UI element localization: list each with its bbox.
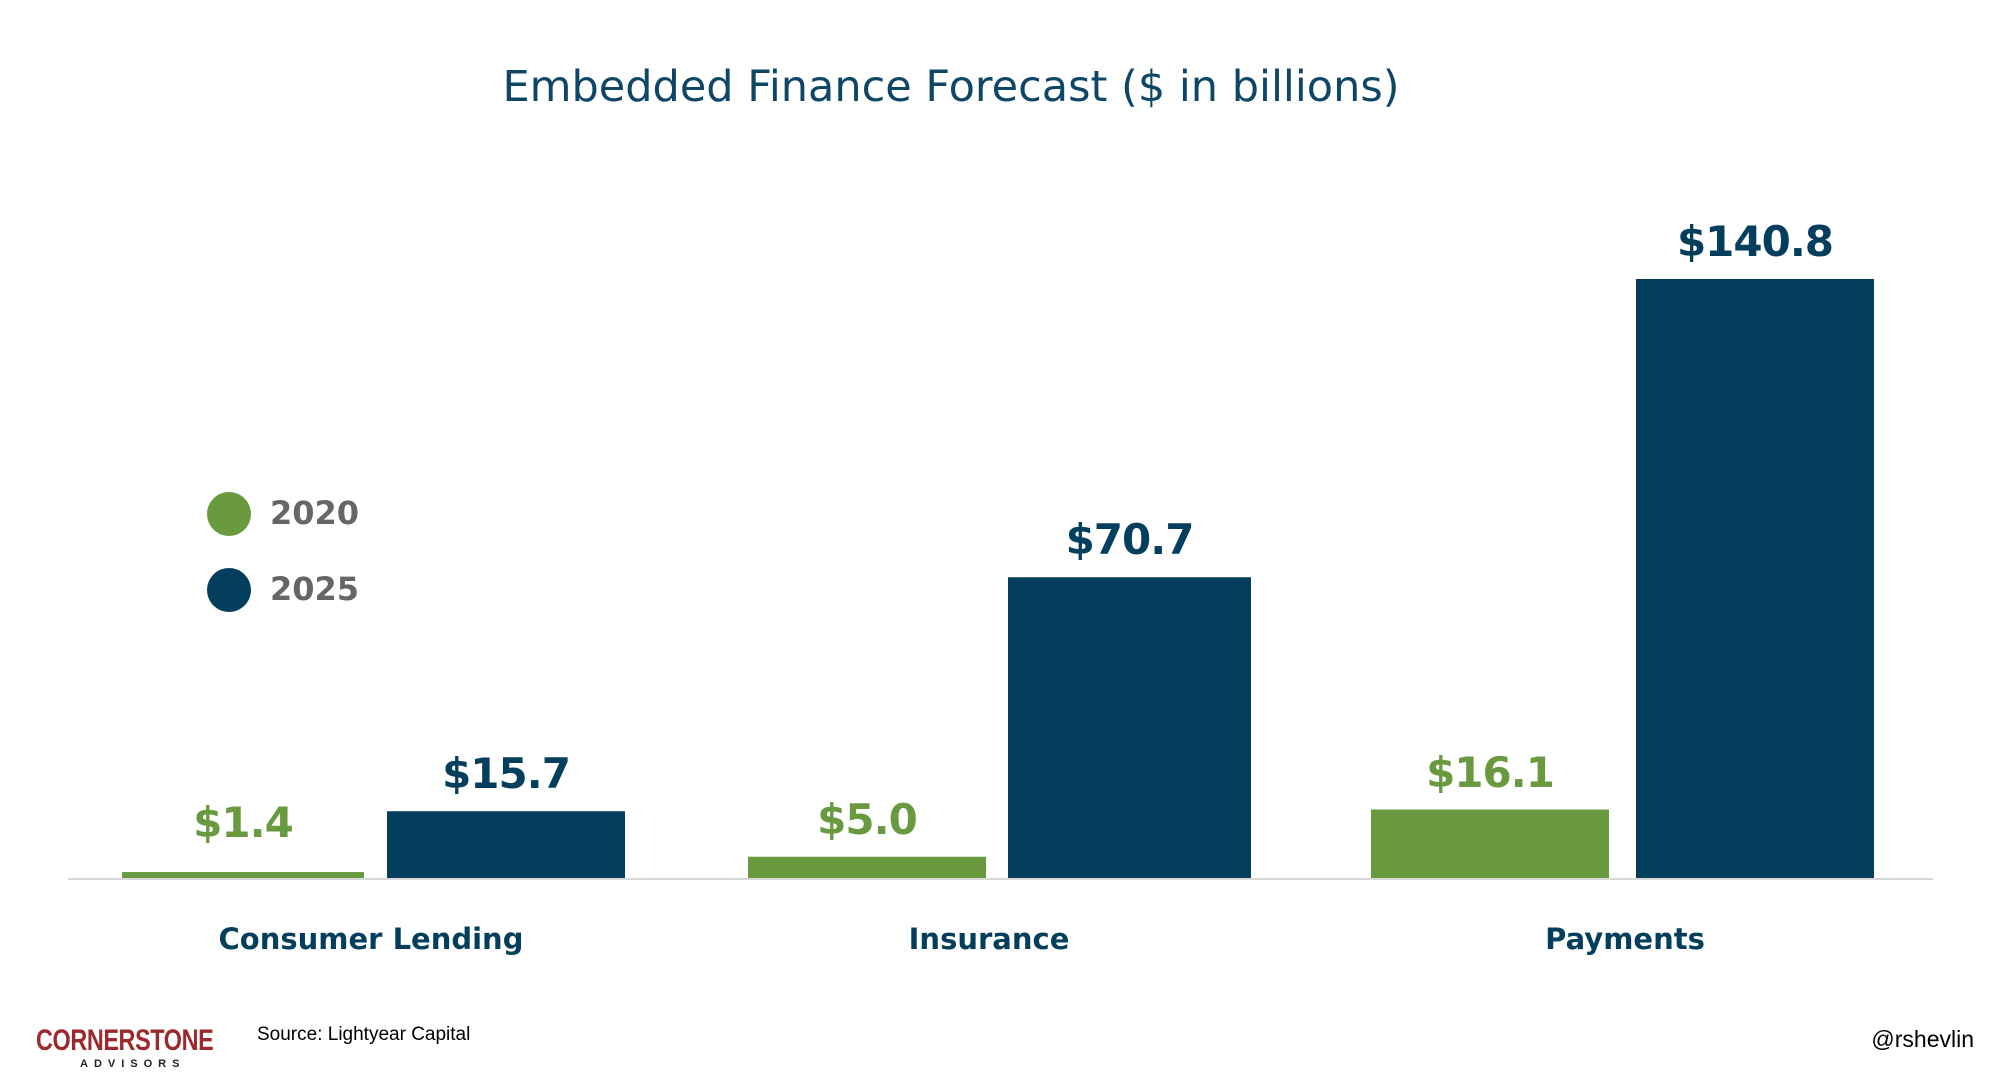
category-label-consumer-lending: Consumer Lending <box>218 922 524 956</box>
value-label-consumer-lending-2025: $15.7 <box>442 749 571 799</box>
bar-insurance-2025 <box>1008 577 1251 878</box>
bar-payments-2020 <box>1371 809 1609 878</box>
legend-label-2025: 2025 <box>270 570 360 608</box>
logo-wordmark: CORNERSTONE <box>36 1024 214 1057</box>
chart-title: Embedded Finance Forecast ($ in billions… <box>502 62 1400 112</box>
bar-payments-2025 <box>1636 279 1874 878</box>
value-label-insurance-2020: $5.0 <box>817 794 918 844</box>
bar-insurance-2020 <box>748 856 986 878</box>
legend-marker-2025 <box>207 568 251 612</box>
logo-subtitle: ADVISORS <box>80 1058 186 1070</box>
cornerstone-advisors-logo: CORNERSTONE ADVISORS <box>36 1024 263 1070</box>
source-note: Source: Lightyear Capital <box>257 1024 471 1045</box>
category-label-payments: Payments <box>1545 922 1705 956</box>
bar-consumer-lending-2020 <box>122 872 364 878</box>
legend-marker-2020 <box>207 492 251 536</box>
bar-consumer-lending-2025 <box>387 811 625 878</box>
value-label-payments-2020: $16.1 <box>1426 747 1555 797</box>
value-label-insurance-2025: $70.7 <box>1065 515 1195 565</box>
value-label-consumer-lending-2020: $1.4 <box>193 798 294 847</box>
author-handle: @rshevlin <box>1871 1026 1974 1052</box>
category-label-insurance: Insurance <box>908 922 1070 956</box>
value-label-payments-2025: $140.8 <box>1676 217 1834 266</box>
legend-label-2020: 2020 <box>270 494 360 532</box>
